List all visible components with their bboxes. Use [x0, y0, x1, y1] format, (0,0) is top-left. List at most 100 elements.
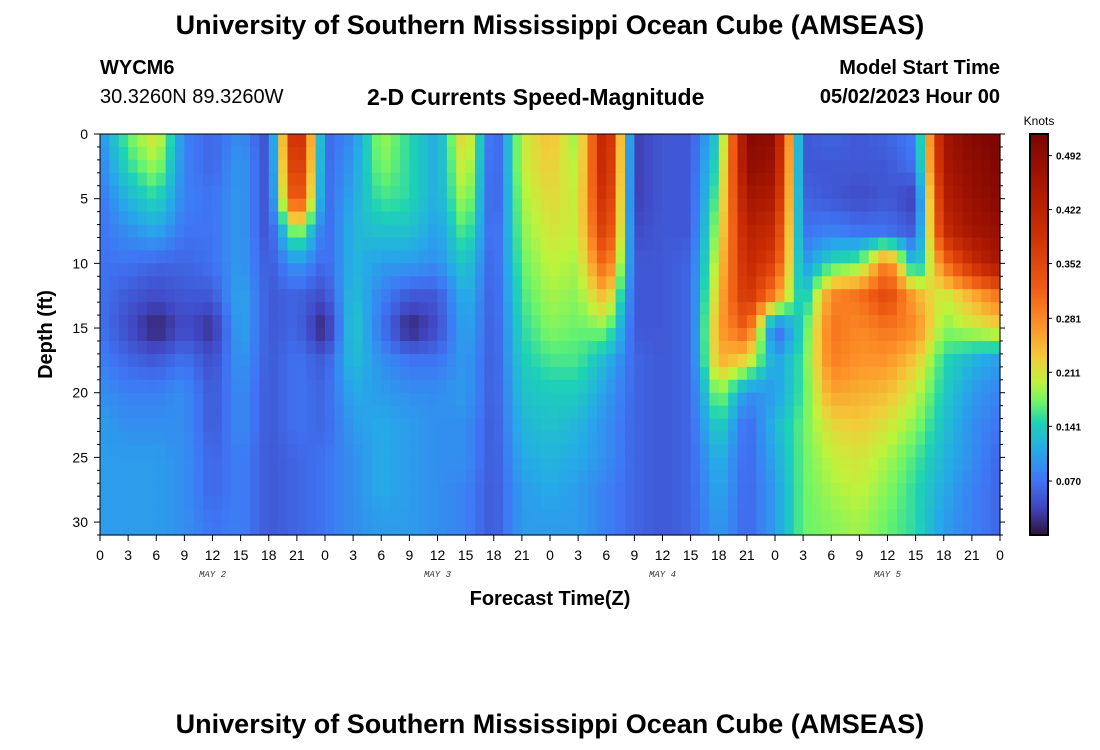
- heatmap-cell: [184, 366, 195, 381]
- heatmap-cell: [175, 379, 185, 394]
- heatmap-cell: [521, 483, 532, 497]
- heatmap-cell: [550, 185, 560, 200]
- heatmap-cell: [953, 470, 964, 484]
- heatmap-cell: [625, 470, 635, 484]
- heatmap-cell: [465, 328, 476, 342]
- heatmap-cell: [493, 509, 504, 523]
- heatmap-cell: [831, 159, 842, 174]
- heatmap-cell: [343, 250, 354, 264]
- heatmap-cell: [437, 353, 448, 368]
- heatmap-cell: [690, 198, 701, 213]
- heatmap-cell: [296, 405, 307, 420]
- heatmap-cell: [118, 483, 129, 497]
- heatmap-cell: [503, 276, 514, 290]
- heatmap-cell: [400, 379, 410, 394]
- heatmap-cell: [990, 185, 1001, 200]
- heatmap-cell: [746, 483, 757, 497]
- heatmap-cell: [971, 315, 982, 329]
- heatmap-cell: [671, 457, 682, 471]
- heatmap-cell: [671, 315, 682, 329]
- heatmap-cell: [971, 353, 982, 368]
- heatmap-cell: [718, 496, 729, 510]
- heatmap-cell: [512, 315, 523, 329]
- heatmap-cell: [184, 418, 195, 433]
- heatmap-cell: [409, 302, 420, 316]
- heatmap-cell: [493, 185, 504, 200]
- heatmap-cell: [559, 134, 570, 148]
- heatmap-cell: [475, 457, 485, 471]
- heatmap-cell: [315, 418, 326, 433]
- heatmap-cell: [484, 198, 495, 213]
- x-tick-label: 12: [430, 547, 446, 563]
- heatmap-cell: [850, 315, 860, 329]
- y-axis-title: Depth (ft): [35, 290, 57, 379]
- heatmap-cell: [250, 185, 260, 200]
- heatmap-cell: [212, 353, 223, 368]
- heatmap-cell: [728, 263, 739, 277]
- heatmap-cell: [146, 237, 157, 252]
- heatmap-cell: [709, 211, 720, 226]
- heatmap-cell: [596, 134, 607, 148]
- heatmap-cell: [184, 392, 195, 407]
- heatmap-cell: [915, 457, 926, 471]
- heatmap-cell: [109, 509, 120, 523]
- heatmap-cell: [887, 276, 898, 290]
- heatmap-cell: [165, 224, 176, 239]
- heatmap-cell: [896, 457, 907, 471]
- heatmap-cell: [128, 366, 139, 381]
- heatmap-cell: [803, 250, 814, 264]
- heatmap-cell: [362, 496, 373, 510]
- heatmap-cell: [953, 198, 964, 213]
- heatmap-cell: [353, 237, 364, 252]
- heatmap-cell: [896, 302, 907, 316]
- heatmap-cell: [718, 134, 729, 148]
- heatmap-cell: [128, 522, 139, 536]
- heatmap-cell: [831, 250, 842, 264]
- heatmap-cell: [503, 509, 514, 523]
- heatmap-cell: [278, 302, 289, 316]
- heatmap-cell: [100, 250, 110, 264]
- heatmap-cell: [690, 172, 701, 187]
- heatmap-cell: [212, 276, 223, 290]
- colorbar-tick-label: 0.141: [1056, 422, 1081, 433]
- heatmap-cell: [175, 263, 185, 277]
- heatmap-cell: [268, 496, 279, 510]
- heatmap-cell: [728, 185, 739, 200]
- heatmap-cell: [596, 353, 607, 368]
- heatmap-cell: [850, 353, 860, 368]
- heatmap-cell: [596, 379, 607, 394]
- heatmap-cell: [962, 444, 973, 458]
- heatmap-cell: [484, 431, 495, 446]
- heatmap-cell: [353, 496, 364, 510]
- heatmap-cell: [550, 237, 560, 252]
- heatmap-cell: [240, 457, 251, 471]
- heatmap-cell: [878, 328, 889, 342]
- heatmap-cell: [943, 134, 954, 148]
- heatmap-cell: [503, 418, 514, 433]
- heatmap-cell: [953, 224, 964, 239]
- heatmap-cell: [278, 340, 289, 355]
- heatmap-cell: [175, 509, 185, 523]
- heatmap-cell: [681, 353, 692, 368]
- heatmap-cell: [793, 224, 804, 239]
- heatmap-cell: [625, 185, 635, 200]
- heatmap-cell: [906, 237, 917, 252]
- heatmap-cell: [109, 522, 120, 536]
- heatmap-cell: [990, 457, 1001, 471]
- heatmap-cell: [437, 211, 448, 226]
- heatmap-cell: [484, 172, 495, 187]
- heatmap-cell: [362, 405, 373, 420]
- heatmap-cell: [212, 237, 223, 252]
- heatmap-cell: [746, 353, 757, 368]
- heatmap-cell: [568, 237, 579, 252]
- heatmap-cell: [493, 159, 504, 174]
- heatmap-cell: [250, 483, 260, 497]
- heatmap-cell: [184, 224, 195, 239]
- heatmap-cell: [718, 366, 729, 381]
- heatmap-cell: [418, 224, 429, 239]
- heatmap-cell: [662, 237, 673, 252]
- heatmap-cell: [878, 379, 889, 394]
- heatmap-cell: [625, 340, 635, 355]
- heatmap-cell: [100, 366, 110, 381]
- heatmap-cell: [475, 185, 485, 200]
